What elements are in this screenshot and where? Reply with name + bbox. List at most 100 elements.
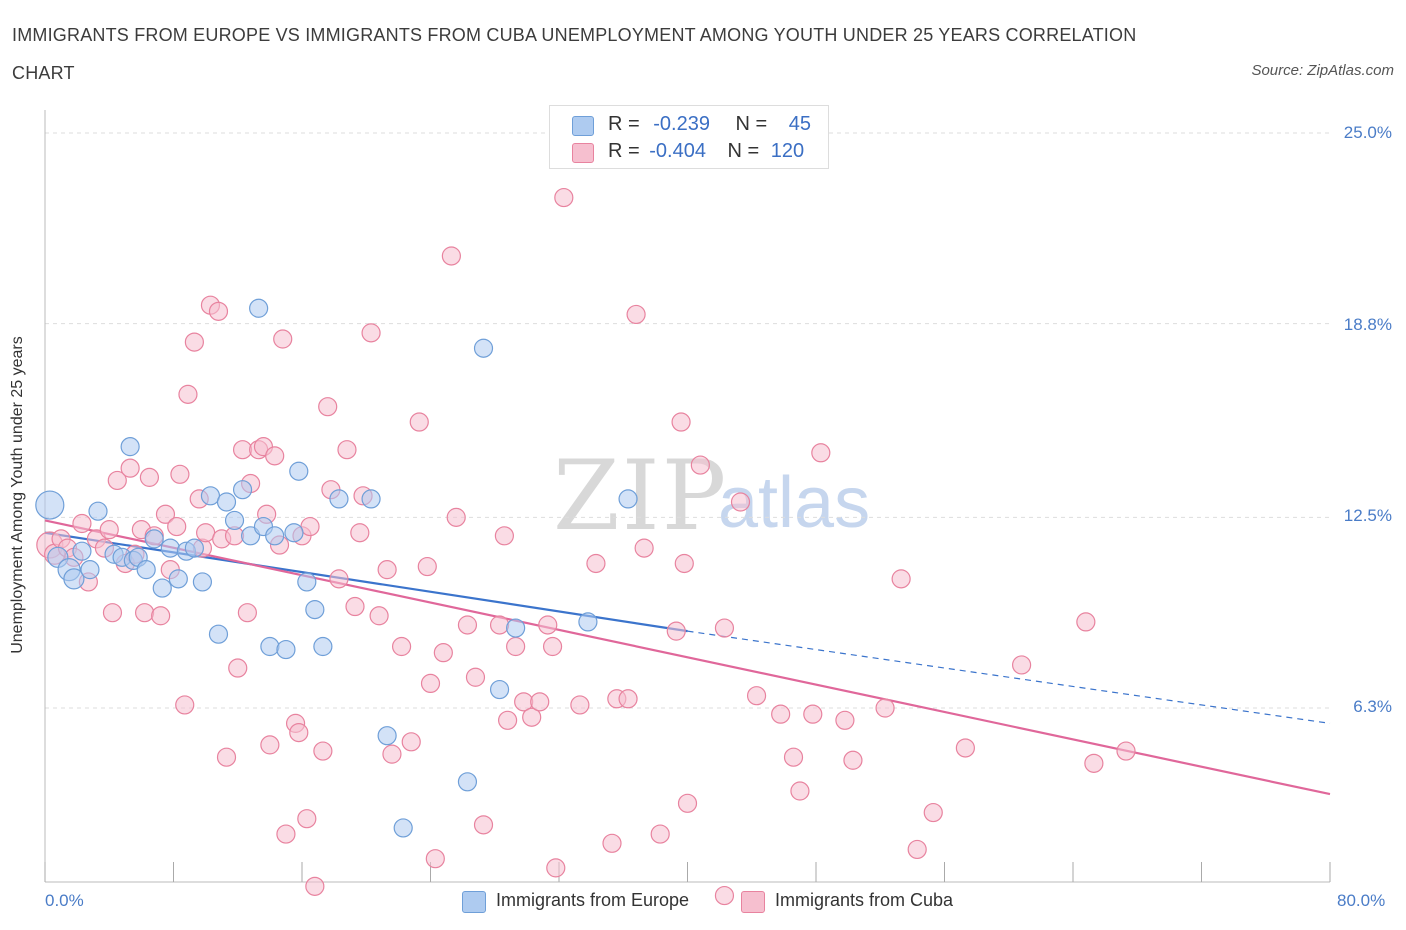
europe-point xyxy=(313,636,333,657)
cuba-legend-swatch xyxy=(741,891,765,913)
y-tick-label-6-3: 6.3% xyxy=(1353,697,1392,716)
cuba-point xyxy=(891,569,911,589)
cuba-point xyxy=(1076,612,1096,632)
cuba-point xyxy=(546,858,566,878)
cuba-point xyxy=(602,833,622,853)
cuba-swatch xyxy=(572,143,594,163)
europe-point xyxy=(208,624,229,644)
cuba-point xyxy=(907,839,927,860)
europe-point xyxy=(88,501,108,521)
cuba-point xyxy=(835,710,855,730)
y-axis-label: Unemployment Among Youth under 25 years xyxy=(9,336,26,654)
cuba-point xyxy=(489,615,510,635)
cuba-point xyxy=(260,735,280,755)
y-tick-label-25: 25.0% xyxy=(1343,123,1392,142)
europe-point xyxy=(160,538,180,558)
cuba-point xyxy=(178,384,198,404)
cuba-point xyxy=(1011,655,1032,675)
cuba-point xyxy=(382,744,402,764)
trend-lines xyxy=(44,519,1331,796)
cuba-point xyxy=(345,596,365,617)
cuba-point xyxy=(730,492,751,512)
europe-point xyxy=(168,569,188,589)
cuba-point xyxy=(425,849,445,869)
cuba-point xyxy=(626,304,646,325)
europe-point xyxy=(232,480,253,500)
cuba-point xyxy=(228,658,248,678)
cuba-trend-line xyxy=(44,519,1331,796)
europe-point xyxy=(200,486,221,506)
europe-point xyxy=(578,612,598,632)
cuba-point xyxy=(811,443,831,463)
correlation-legend: R = -0.239 N = 45 R = -0.404 N = 120 xyxy=(549,105,829,169)
europe-point xyxy=(63,568,85,590)
cuba-point xyxy=(305,876,325,896)
cuba-point xyxy=(377,560,397,580)
cuba-point xyxy=(329,569,349,589)
cuba-point xyxy=(265,446,285,466)
europe-n-value: 45 xyxy=(788,113,812,135)
cuba-point xyxy=(99,520,119,540)
y-tick-label-18-8: 18.8% xyxy=(1343,315,1392,334)
europe-point xyxy=(260,636,280,657)
cuba-point xyxy=(530,692,550,712)
cuba-point xyxy=(843,750,863,770)
europe-point xyxy=(489,679,510,700)
cuba-point xyxy=(473,815,494,835)
europe-point xyxy=(265,526,285,546)
cuba-point xyxy=(955,738,975,758)
europe-point xyxy=(80,560,100,580)
cuba-point xyxy=(196,523,216,543)
europe-point xyxy=(393,818,413,838)
europe-point xyxy=(506,618,526,638)
europe-trend-line xyxy=(44,531,688,633)
cuba-point xyxy=(506,636,526,657)
europe-point xyxy=(329,489,349,509)
data-points xyxy=(35,187,1136,906)
cuba-point xyxy=(420,673,441,694)
cuba-point xyxy=(771,704,791,724)
cuba-point xyxy=(1116,741,1136,761)
cuba-point xyxy=(102,603,123,623)
chart-title: IMMIGRANTS FROM EUROPE VS IMMIGRANTS FRO… xyxy=(12,25,1137,83)
cuba-point xyxy=(167,516,187,537)
cuba-legend-label: Immigrants from Cuba xyxy=(775,890,954,910)
cuba-r-value: -0.404 xyxy=(649,140,706,162)
cuba-point xyxy=(208,301,229,321)
cuba-point xyxy=(1084,753,1104,773)
cuba-point xyxy=(498,710,518,730)
x-tick-label-min: 0.0% xyxy=(45,891,84,910)
europe-point xyxy=(473,338,494,358)
cuba-point xyxy=(409,412,429,432)
europe-point xyxy=(276,639,296,660)
cuba-point xyxy=(542,636,563,657)
cuba-point xyxy=(318,397,338,417)
cuba-point xyxy=(300,516,320,537)
cuba-point xyxy=(170,464,190,484)
europe-point xyxy=(289,461,309,481)
cuba-point xyxy=(273,329,293,349)
europe-swatch xyxy=(572,116,594,136)
europe-point xyxy=(216,492,237,512)
cuba-point xyxy=(538,615,558,635)
europe-point xyxy=(249,298,269,318)
europe-point xyxy=(361,489,381,509)
europe-point xyxy=(72,541,92,561)
europe-point xyxy=(457,772,478,792)
cuba-point xyxy=(369,606,389,626)
y-tick-label-12-5: 12.5% xyxy=(1343,506,1392,525)
cuba-point xyxy=(151,606,171,626)
cuba-point xyxy=(875,698,895,718)
cuba-n-label: N = xyxy=(727,140,760,162)
europe-trend-extension xyxy=(687,630,1331,724)
cuba-point xyxy=(337,440,357,460)
cuba-point xyxy=(297,809,317,829)
europe-point xyxy=(192,572,213,592)
x-tick-label-max: 80.0% xyxy=(1337,891,1386,910)
cuba-point xyxy=(714,618,735,638)
cuba-point xyxy=(401,732,421,752)
cuba-point xyxy=(457,615,478,635)
chart-source: Source: ZipAtlas.com xyxy=(1251,62,1394,79)
cuba-point xyxy=(433,643,453,663)
